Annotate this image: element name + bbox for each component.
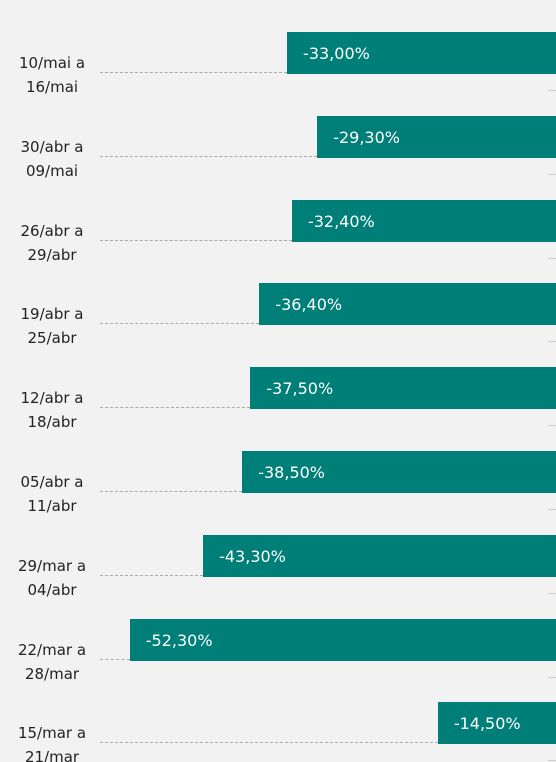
- category-label: 05/abr a 11/abr: [20, 473, 84, 515]
- value-label: -36,40%: [275, 295, 343, 315]
- value-label: -52,30%: [145, 630, 213, 650]
- leader-line: [100, 491, 243, 492]
- value-label: -32,40%: [307, 211, 375, 231]
- category-label: 26/abr a 29/abr: [20, 221, 84, 264]
- axis-tick: [548, 509, 556, 510]
- category-label: 30/abr a 09/mai: [20, 137, 84, 180]
- axis-tick: [548, 341, 556, 343]
- bar: [242, 451, 556, 493]
- bar: [317, 115, 556, 158]
- category-label: 12/abr a 18/abr: [20, 389, 84, 432]
- value-label: -37,50%: [266, 379, 334, 399]
- axis-tick: [548, 760, 556, 762]
- bar: [287, 32, 556, 74]
- value-label: -38,50%: [258, 463, 325, 482]
- leader-line: [100, 155, 318, 157]
- value-label: -43,30%: [219, 546, 286, 566]
- category-label: 15/mar a 21/mar: [17, 724, 87, 762]
- bar: [129, 618, 556, 661]
- category-label: 19/abr a 25/abr: [20, 305, 84, 348]
- leader-line: [100, 72, 288, 73]
- value-label: -14,50%: [453, 714, 521, 734]
- leader-line: [100, 574, 204, 576]
- axis-tick: [548, 676, 556, 678]
- axis-tick: [548, 257, 556, 259]
- value-label: -29,30%: [333, 127, 400, 147]
- axis-tick: [548, 90, 556, 91]
- leader-line: [100, 742, 438, 744]
- bar: [203, 534, 556, 577]
- leader-line: [100, 239, 292, 241]
- leader-line: [100, 407, 251, 409]
- bar: [291, 199, 556, 242]
- bar: [250, 367, 556, 410]
- category-label: 10/mai a 16/mai: [18, 54, 86, 96]
- category-label: 22/mar a 28/mar: [17, 640, 87, 683]
- value-label: -33,00%: [303, 44, 370, 63]
- axis-tick: [548, 425, 556, 427]
- leader-line: [100, 658, 130, 660]
- category-label: 29/mar a 04/abr: [17, 556, 87, 599]
- bar: [437, 702, 556, 745]
- bar: [259, 283, 556, 326]
- axis-tick: [548, 592, 556, 594]
- leader-line: [100, 323, 260, 325]
- axis-tick: [548, 173, 556, 175]
